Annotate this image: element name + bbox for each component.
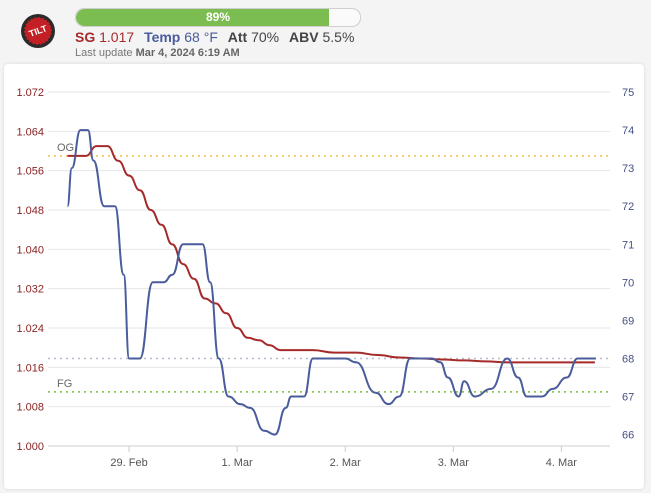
left-axis-tick-label: 1.024: [16, 323, 44, 335]
abv-stat: ABV 5.5%: [289, 29, 354, 45]
att-value: 70%: [251, 29, 280, 45]
last-update-label: Last update: [75, 47, 133, 59]
left-axis-tick-label: 1.016: [16, 362, 44, 374]
temp-stat: Temp 68 °F: [144, 29, 218, 45]
battery-progress-fill: [76, 9, 329, 26]
abv-label: ABV: [289, 29, 319, 45]
x-axis-tick-label: 2. Mar: [330, 457, 362, 469]
sg-label: SG: [75, 29, 96, 45]
left-axis-tick-label: 1.064: [16, 126, 44, 138]
reference-line-label: FG: [57, 378, 72, 390]
last-update: Last update Mar 4, 2024 6:19 AM: [75, 47, 240, 59]
right-axis-tick-label: 72: [622, 201, 634, 213]
right-axis-tick-label: 68: [622, 353, 634, 365]
left-axis-tick-label: 1.048: [16, 205, 44, 217]
fermentation-chart: 1.000 1.008 1.016 1.024 1.032 1.040 1.048 1.056…: [16, 87, 634, 469]
right-axis-tick-label: 69: [622, 315, 634, 327]
tilt-logo-icon: TILT: [21, 14, 55, 48]
attenuation-stat: Att 70%: [228, 29, 279, 45]
abv-value: 5.5%: [322, 29, 355, 45]
left-axis-tick-label: 1.056: [16, 166, 44, 178]
left-axis-tick-label: 1.032: [16, 284, 44, 296]
battery-percentage: 89%: [205, 10, 231, 24]
temp-value: 68 °F: [184, 29, 218, 45]
last-update-date: Mar 4, 2024 6:19 AM: [135, 47, 240, 59]
battery-progress-bar: 89%: [75, 8, 361, 27]
right-axis-tick-label: 74: [622, 125, 634, 137]
temp-label: Temp: [144, 29, 181, 45]
x-axis-tick-label: 1. Mar: [222, 457, 254, 469]
x-axis-tick-label: 3. Mar: [438, 457, 470, 469]
left-axis-tick-label: 1.008: [16, 402, 44, 414]
stats-line: SG 1.017 Temp 68 °F Att 70% ABV 5.5%: [75, 29, 360, 45]
right-axis-tick-label: 67: [622, 392, 634, 404]
reference-line-label: OG: [57, 142, 74, 154]
sg-stat: SG 1.017: [75, 29, 134, 45]
x-axis-tick-label: 29. Feb: [110, 457, 147, 469]
right-axis-tick-label: 73: [622, 163, 634, 175]
chart-card: 1.000 1.008 1.016 1.024 1.032 1.040 1.048 1.056…: [4, 64, 644, 489]
left-axis-tick-label: 1.072: [16, 87, 44, 99]
right-axis-tick-label: 66: [622, 430, 634, 442]
series-line-sg: [67, 145, 595, 364]
right-axis-tick-label: 75: [622, 87, 634, 99]
x-axis-tick-label: 4. Mar: [546, 457, 578, 469]
left-axis-tick-label: 1.040: [16, 244, 44, 256]
right-axis-tick-label: 70: [622, 277, 634, 289]
sg-value: 1.017: [99, 29, 135, 45]
header: TILT 89% SG 1.017 Temp 68 °F Att 70% ABV…: [0, 0, 651, 64]
series-line-temp: [66, 129, 596, 436]
right-axis-tick-label: 71: [622, 239, 634, 251]
att-label: Att: [227, 29, 248, 45]
left-axis-tick-label: 1.000: [16, 441, 44, 453]
